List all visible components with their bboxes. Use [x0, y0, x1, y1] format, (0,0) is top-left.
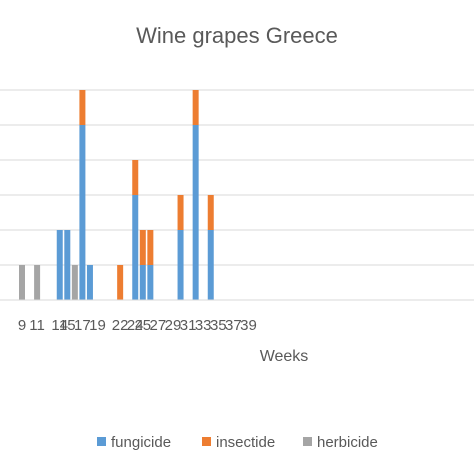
x-tick-label: 37	[225, 317, 242, 334]
chart-title: Wine grapes Greece	[136, 23, 338, 48]
x-tick-label: 17	[74, 317, 91, 334]
legend-swatch-insectide	[202, 437, 211, 446]
bar-insectide-week-26	[147, 230, 154, 265]
legend-label-fungicide: fungicide	[111, 434, 171, 451]
x-tick-label: 22	[112, 317, 129, 334]
bar-insectide-week-32	[192, 90, 199, 125]
bar-fungicide-week-15	[64, 230, 71, 300]
bar-fungicide-week-34	[207, 230, 214, 300]
bar-herbicide-week-11	[34, 265, 41, 300]
legend: fungicide insectide herbicide	[97, 434, 378, 451]
x-tick-label: 9	[18, 317, 26, 334]
bar-fungicide-week-24	[132, 195, 139, 300]
bar-herbicide-week-16	[71, 265, 78, 300]
x-tick-label: 31	[180, 317, 197, 334]
legend-swatch-herbicide	[303, 437, 312, 446]
x-tick-label: 25	[134, 317, 151, 334]
bar-fungicide-week-26	[147, 265, 154, 300]
x-tick-label: 15	[59, 317, 76, 334]
x-tick-label: 39	[240, 317, 257, 334]
bar-insectide-week-17	[79, 90, 86, 125]
x-tick-label: 14	[51, 317, 68, 334]
legend-swatch-fungicide	[97, 437, 106, 446]
bar-herbicide-week-9	[19, 265, 25, 300]
x-axis-label: Weeks	[260, 348, 309, 365]
bar-fungicide-week-18	[86, 265, 93, 300]
bar-fungicide-week-32	[192, 125, 199, 300]
bar-fungicide-week-25	[139, 265, 146, 300]
x-tick-label: 11	[29, 317, 45, 334]
legend-label-insectide: insectide	[216, 434, 275, 451]
bar-insectide-week-22	[117, 265, 124, 300]
x-tick-label: 24	[127, 317, 144, 334]
bar-insectide-week-34	[207, 195, 214, 230]
bar-fungicide-week-17	[79, 125, 86, 300]
bars	[19, 90, 214, 300]
gridlines	[0, 89, 474, 266]
x-tick-label: 19	[89, 317, 106, 334]
bar-fungicide-week-14	[56, 230, 63, 300]
x-tick-label: 29	[165, 317, 182, 334]
x-tick-label: 33	[195, 317, 212, 334]
x-tick-label: 27	[150, 317, 167, 334]
bar-insectide-week-24	[132, 160, 139, 195]
bar-insectide-week-30	[177, 195, 184, 230]
bar-insectide-week-25	[139, 230, 146, 265]
legend-label-herbicide: herbicide	[317, 434, 378, 451]
bar-fungicide-week-30	[177, 230, 184, 300]
x-tick-label: 35	[210, 317, 227, 334]
